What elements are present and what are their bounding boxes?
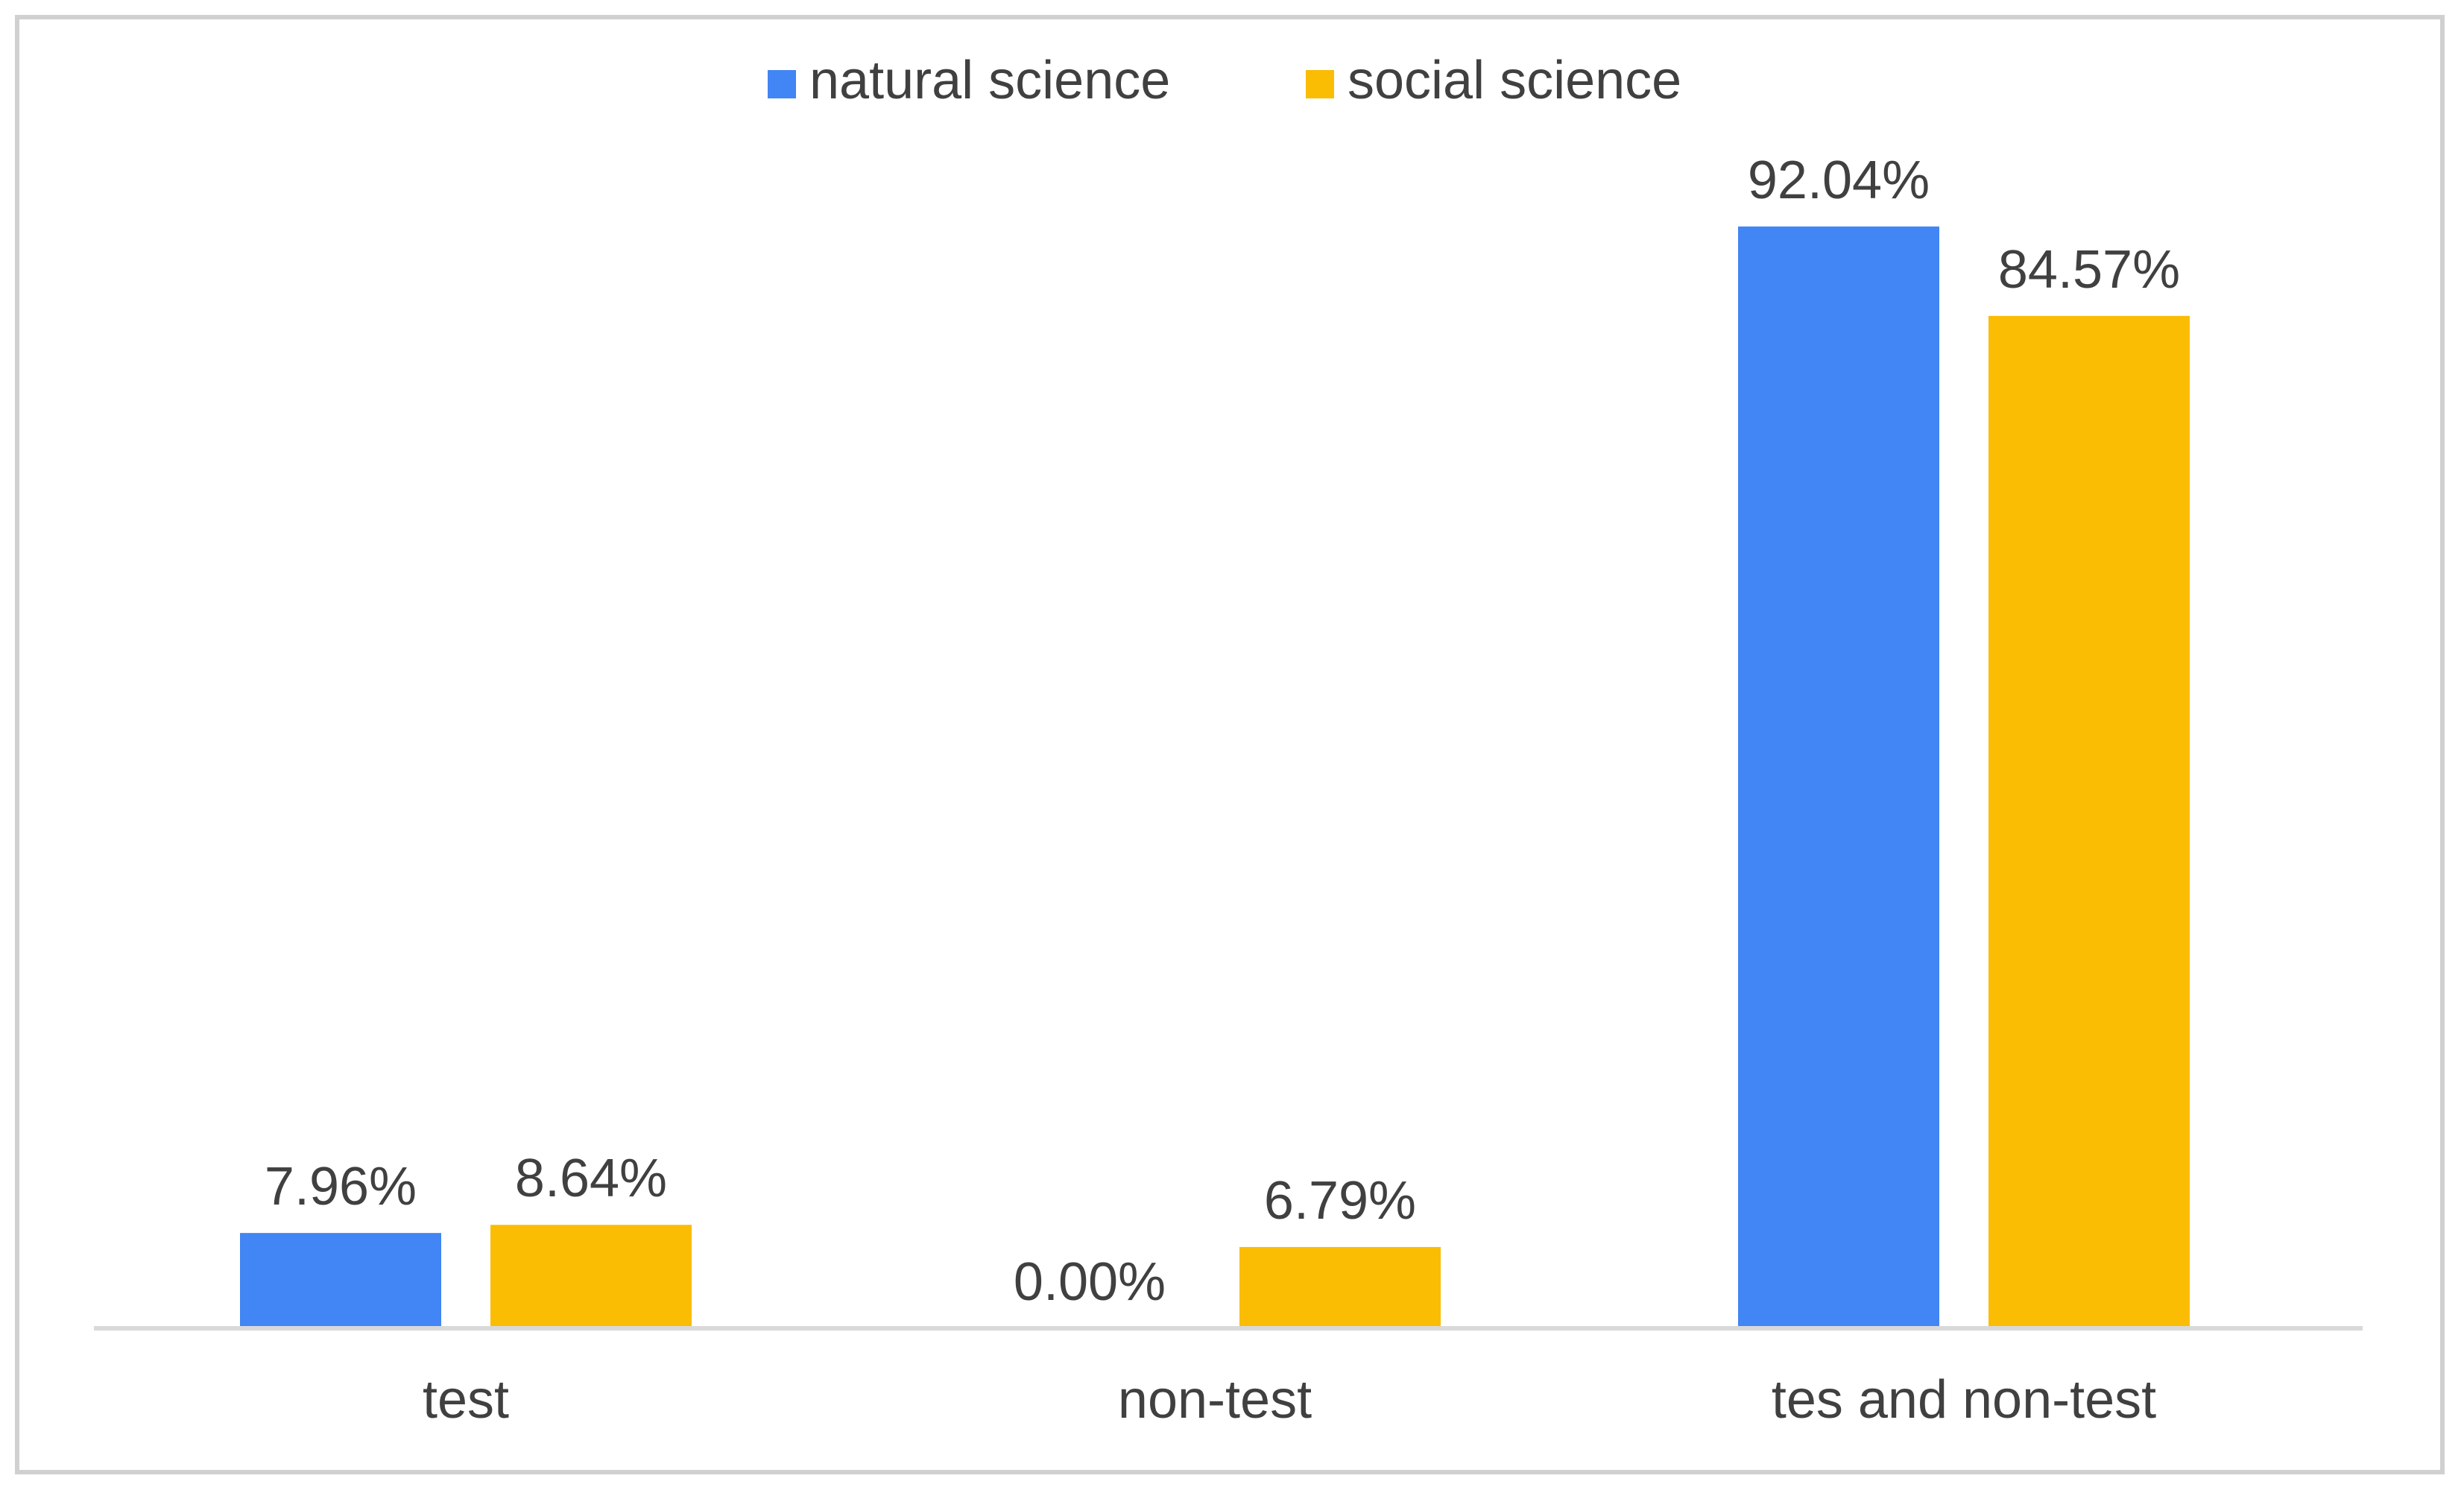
legend: natural science social science [768, 51, 1681, 110]
data-label: 84.57% [1998, 240, 2180, 300]
data-label: 92.04% [1748, 151, 1930, 210]
data-labels-group: 7.96% 0.00% 92.04% 8.64% 6.79% 84.57% [265, 151, 2180, 1312]
bar-natural-science-tes-and-non-test [1738, 226, 1939, 1328]
bar-social-science-test [490, 1225, 692, 1328]
bar-natural-science-test [240, 1233, 441, 1328]
category-label: non-test [1118, 1370, 1312, 1430]
legend-swatch [768, 70, 796, 98]
chart-frame: natural science social science 7.96% 0.00%… [15, 15, 2445, 1474]
legend-label: natural science [809, 51, 1170, 110]
data-label: 0.00% [1014, 1252, 1166, 1312]
category-label: tes and non-test [1772, 1370, 2156, 1430]
legend-swatch [1306, 70, 1334, 98]
bars-group [240, 226, 2190, 1328]
bar-chart: natural science social science 7.96% 0.00%… [94, 51, 2363, 1430]
category-labels-group: test non-test tes and non-test [423, 1370, 2156, 1430]
bar-social-science-tes-and-non-test [1988, 315, 2190, 1328]
data-label: 8.64% [515, 1149, 667, 1208]
data-label: 7.96% [265, 1157, 417, 1216]
data-label: 6.79% [1264, 1171, 1416, 1231]
category-label: test [423, 1370, 509, 1430]
bar-social-science-non-test [1239, 1246, 1441, 1328]
legend-label: social science [1348, 51, 1681, 110]
